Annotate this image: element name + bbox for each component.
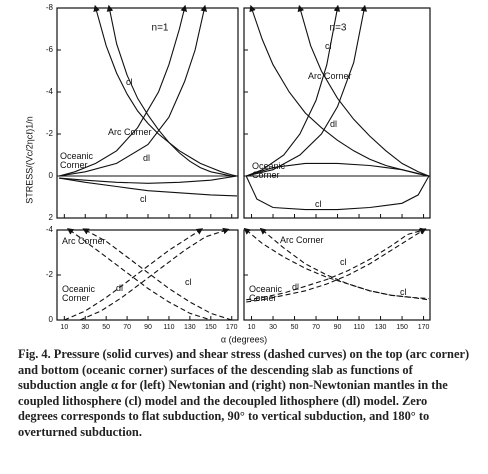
y-tick-label: -6: [46, 45, 54, 54]
curve: [59, 4, 207, 177]
curve: [79, 227, 230, 321]
x-tick-label: 170: [226, 324, 238, 331]
panel-title: n=1: [152, 23, 169, 34]
annotation: cl: [315, 199, 322, 209]
x-tick-label: 50: [102, 324, 110, 331]
x-tick-label: 10: [60, 324, 68, 331]
x-tick-label: 10: [248, 324, 256, 331]
x-tick-label: 110: [163, 324, 174, 331]
curve: [246, 227, 427, 301]
annotation: Arc Corner: [108, 127, 152, 137]
annotation: cl: [126, 77, 133, 87]
x-tick-label: 130: [184, 324, 196, 331]
annotation: Arc Corner: [280, 235, 324, 245]
y-tick-label: 2: [49, 213, 54, 222]
annotation: Oceanic Corner: [252, 161, 286, 180]
panel-frame: [243, 7, 431, 219]
curve: [246, 228, 427, 303]
curve: [245, 4, 341, 177]
y-axis-label: STRESS/(Vc/2ηcℓ)1/n: [24, 116, 34, 203]
annotation: cl: [140, 194, 147, 204]
x-tick-label: 150: [205, 324, 217, 331]
x-tick-label: 150: [396, 324, 408, 331]
annotation: dl: [143, 153, 151, 163]
curve: [259, 227, 429, 300]
x-tick-label: 130: [375, 324, 387, 331]
annotation: Arc Corner: [308, 71, 352, 81]
curve: [243, 227, 429, 301]
panel-title: n=3: [330, 23, 347, 34]
annotation: Oceanic Corner: [249, 284, 283, 303]
panel-frame: [56, 7, 239, 219]
x-tick-label: 90: [144, 324, 152, 331]
y-tick-label: -2: [46, 129, 54, 138]
y-tick-label: -4: [46, 87, 54, 96]
annotation: Oceanic Corner: [60, 151, 94, 170]
annotation: Oceanic Corner: [62, 284, 96, 303]
curve: [297, 4, 430, 177]
x-axis-label: α (degrees): [221, 334, 267, 344]
y-tick-label: 0: [49, 171, 54, 180]
annotation: dl: [330, 119, 338, 129]
y-tick-label: -8: [46, 3, 54, 12]
curve: [82, 228, 232, 321]
x-tick-label: 90: [334, 324, 342, 331]
curve: [66, 228, 211, 321]
curve: [106, 4, 237, 177]
y-tick-label: -2: [46, 270, 54, 279]
curve: [64, 228, 204, 321]
x-tick-label: 170: [418, 324, 430, 331]
x-tick-label: 70: [312, 324, 320, 331]
y-tick-label: -4: [46, 225, 54, 234]
curve: [245, 175, 430, 211]
caption: Fig. 4. Pressure (solid curves) and shea…: [18, 347, 470, 439]
x-tick-label: 70: [123, 324, 131, 331]
annotation: cl: [340, 257, 347, 267]
annotation: dl: [116, 283, 124, 293]
annotation: cl: [400, 287, 407, 297]
annotation: Arc Corner: [62, 236, 106, 246]
curve: [246, 162, 430, 177]
annotation: cl: [325, 41, 332, 51]
y-tick-label: 0: [49, 315, 54, 324]
curve: [59, 177, 238, 197]
x-tick-label: 50: [291, 324, 299, 331]
annotation: cl: [185, 277, 192, 287]
x-tick-label: 30: [81, 324, 89, 331]
annotation: dl: [292, 282, 300, 292]
curve: [246, 4, 368, 177]
curve: [59, 175, 238, 184]
x-tick-label: 30: [269, 324, 277, 331]
x-tick-label: 110: [353, 324, 364, 331]
curve: [58, 4, 188, 177]
